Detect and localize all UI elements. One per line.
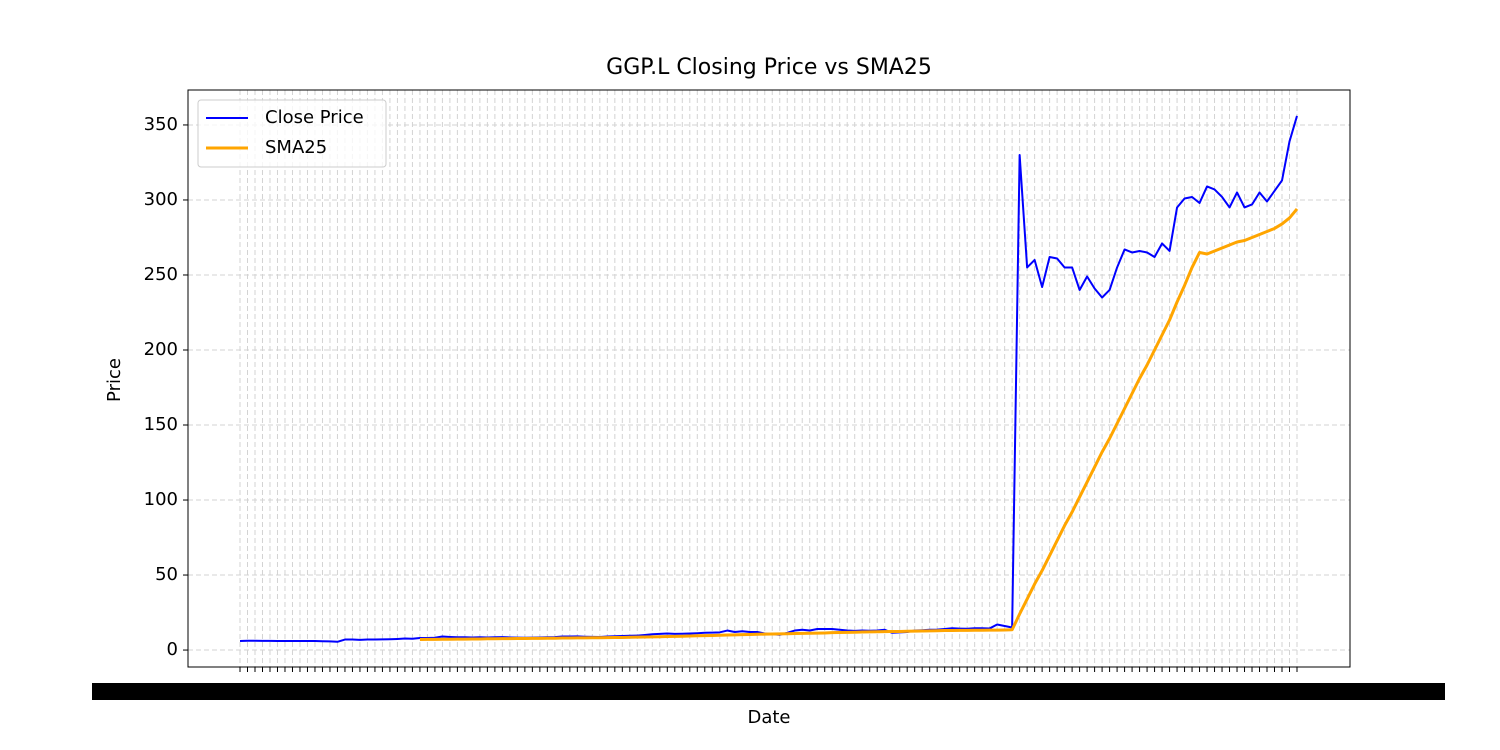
y-tick-label: 0 — [167, 639, 178, 660]
y-tick-label: 350 — [144, 114, 178, 135]
y-tick-label: 50 — [155, 564, 178, 585]
axes-frame — [187, 89, 1351, 668]
line-series — [419, 208, 1299, 642]
overlapping-date-labels — [92, 683, 1445, 700]
x-axis-label: Date — [747, 707, 790, 728]
legend-box — [197, 99, 387, 168]
y-tick-label: 100 — [144, 489, 178, 510]
y-tick-label: 250 — [144, 264, 178, 285]
chart-title: GGP.L Closing Price vs SMA25 — [606, 55, 932, 80]
legend-label: SMA25 — [265, 137, 327, 158]
y-axis-label: Price — [104, 358, 125, 402]
y-tick-label: 150 — [144, 414, 178, 435]
legend: Close Price SMA25 — [197, 99, 387, 168]
legend-label: Close Price — [265, 107, 364, 128]
y-tick-label: 200 — [144, 339, 178, 360]
plot-area — [188, 90, 1350, 667]
y-tick-label: 300 — [144, 189, 178, 210]
